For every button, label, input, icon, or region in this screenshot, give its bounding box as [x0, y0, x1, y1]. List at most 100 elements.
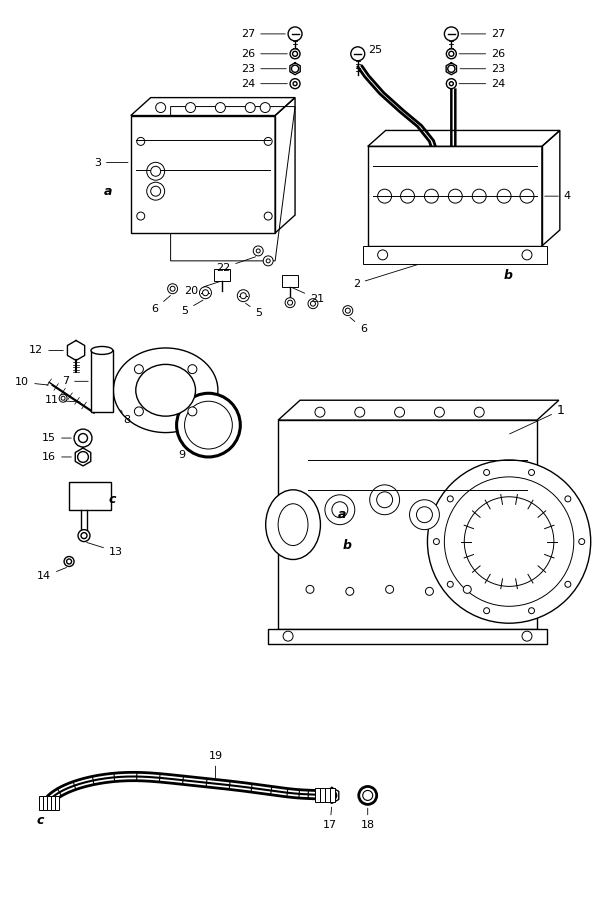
- Circle shape: [449, 51, 454, 57]
- Circle shape: [285, 298, 295, 308]
- Circle shape: [345, 308, 350, 313]
- Text: 12: 12: [29, 346, 63, 356]
- Circle shape: [343, 306, 353, 316]
- Circle shape: [435, 407, 444, 417]
- Text: 24: 24: [241, 78, 287, 89]
- Bar: [282, 274, 298, 287]
- Bar: [363, 246, 547, 264]
- Bar: [37, 795, 63, 813]
- Circle shape: [446, 49, 457, 58]
- Circle shape: [449, 189, 462, 203]
- Circle shape: [308, 299, 318, 309]
- Circle shape: [170, 286, 175, 292]
- Circle shape: [264, 138, 272, 146]
- Circle shape: [522, 250, 532, 260]
- Text: 2: 2: [353, 265, 417, 289]
- Circle shape: [260, 103, 270, 112]
- Bar: [330, 788, 335, 803]
- Text: 27: 27: [241, 29, 285, 39]
- Text: 15: 15: [42, 433, 71, 443]
- Text: 10: 10: [15, 377, 48, 387]
- Text: 16: 16: [42, 452, 71, 462]
- Text: b: b: [343, 539, 352, 552]
- Circle shape: [529, 608, 534, 614]
- Circle shape: [351, 47, 365, 61]
- Circle shape: [565, 496, 571, 502]
- Text: 17: 17: [323, 807, 337, 831]
- Circle shape: [74, 429, 92, 447]
- Bar: [325, 788, 330, 803]
- Circle shape: [67, 559, 72, 564]
- Bar: [91, 350, 113, 412]
- Circle shape: [355, 407, 365, 417]
- Circle shape: [59, 394, 67, 402]
- Circle shape: [188, 407, 197, 416]
- Text: a: a: [104, 185, 112, 198]
- Bar: [43, 796, 47, 810]
- Circle shape: [386, 585, 394, 593]
- Text: 24: 24: [459, 78, 506, 89]
- Circle shape: [78, 452, 88, 463]
- Ellipse shape: [266, 490, 321, 560]
- Text: 14: 14: [37, 568, 67, 581]
- Circle shape: [395, 407, 405, 417]
- Circle shape: [264, 212, 272, 220]
- Text: 5: 5: [245, 303, 262, 318]
- Bar: [368, 147, 542, 246]
- Circle shape: [363, 790, 373, 800]
- Bar: [51, 796, 55, 810]
- Text: 9: 9: [179, 443, 185, 460]
- Ellipse shape: [113, 348, 218, 433]
- Bar: [320, 788, 325, 803]
- Circle shape: [427, 460, 591, 623]
- Circle shape: [310, 302, 315, 306]
- Circle shape: [78, 434, 88, 443]
- Text: a: a: [338, 508, 346, 521]
- Text: 27: 27: [461, 29, 506, 39]
- Text: 23: 23: [241, 64, 286, 74]
- Circle shape: [293, 51, 297, 57]
- Text: 7: 7: [62, 376, 88, 386]
- Circle shape: [136, 212, 144, 220]
- Text: 4: 4: [545, 191, 571, 202]
- Circle shape: [241, 292, 246, 299]
- Circle shape: [177, 393, 241, 457]
- Ellipse shape: [278, 504, 308, 545]
- Text: 8: 8: [121, 410, 131, 425]
- Bar: [69, 482, 111, 509]
- Circle shape: [327, 790, 337, 800]
- Text: 11: 11: [45, 395, 80, 405]
- Text: b: b: [504, 269, 513, 283]
- Circle shape: [136, 138, 144, 146]
- Circle shape: [288, 301, 293, 305]
- Circle shape: [359, 787, 376, 805]
- Circle shape: [293, 82, 297, 86]
- Ellipse shape: [136, 364, 195, 416]
- Circle shape: [155, 103, 166, 112]
- Text: 3: 3: [94, 158, 128, 167]
- Circle shape: [185, 401, 233, 449]
- Text: 25: 25: [368, 45, 382, 55]
- Circle shape: [325, 495, 355, 525]
- Circle shape: [253, 246, 263, 256]
- Circle shape: [135, 364, 143, 373]
- Circle shape: [263, 256, 273, 266]
- Bar: [47, 796, 51, 810]
- Circle shape: [188, 364, 197, 373]
- Text: 1: 1: [510, 404, 565, 434]
- Circle shape: [417, 507, 433, 523]
- Circle shape: [290, 49, 300, 58]
- Circle shape: [256, 249, 260, 253]
- Circle shape: [315, 407, 325, 417]
- Circle shape: [446, 78, 457, 88]
- Circle shape: [245, 103, 255, 112]
- Circle shape: [290, 78, 300, 88]
- Circle shape: [151, 186, 161, 196]
- Circle shape: [332, 502, 348, 518]
- Circle shape: [579, 538, 584, 544]
- Circle shape: [61, 396, 65, 400]
- Circle shape: [565, 581, 571, 588]
- Circle shape: [409, 500, 439, 529]
- Circle shape: [401, 189, 414, 203]
- Circle shape: [448, 65, 455, 72]
